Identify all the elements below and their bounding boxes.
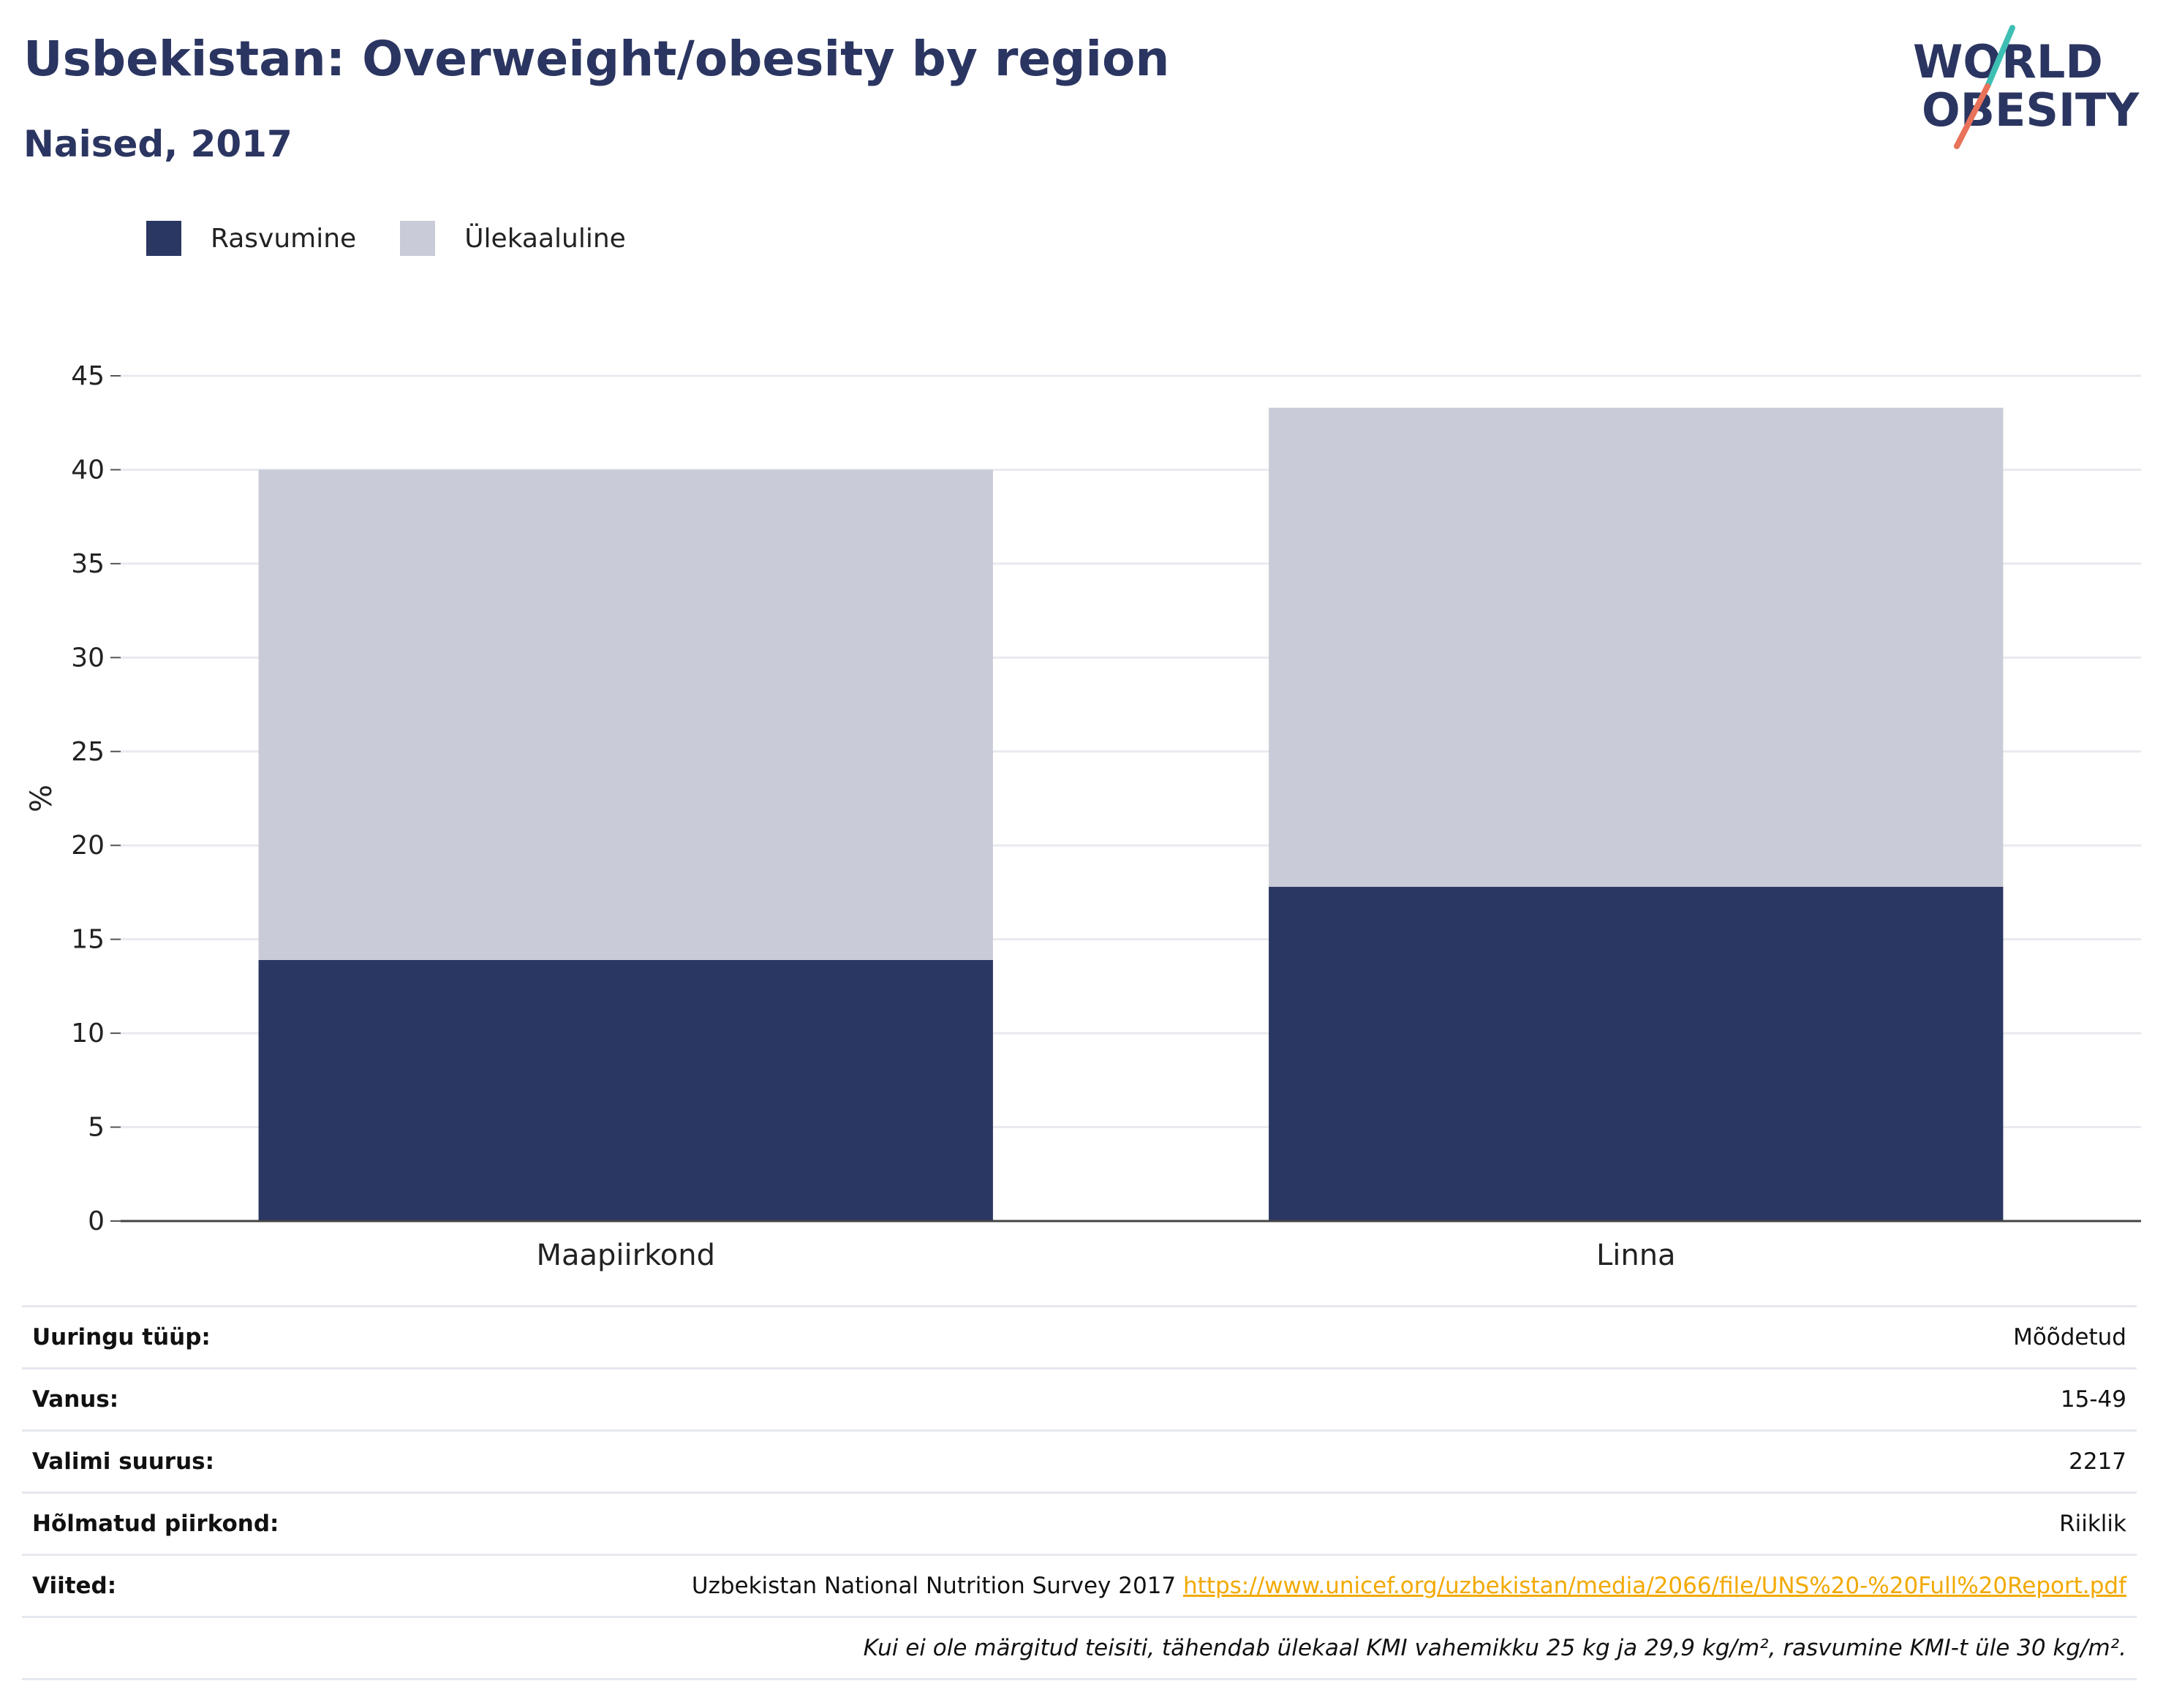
age-value: 15-49 [2060,1386,2126,1413]
logo-slash-teal [1985,25,2015,89]
bar-rasvumine-maapiirkond [258,959,993,1221]
legend-swatch-overweight [400,221,436,256]
logo-slash-coral [1954,83,1990,149]
bar-chart: 0 5 10 15 20 25 30 35 40 45% Maapiirkond Linna [25,361,2141,1272]
references-text: Uzbekistan National Nutrition Survey 201… [691,1573,1177,1599]
age-label: Vanus: [32,1386,119,1413]
area-value: Riiklik [2059,1511,2126,1537]
info-row-sample-size: Valimi suurus: 2217 [22,1429,2137,1492]
y-tick-label-25: 25 [71,737,105,767]
y-tick-label-0: 0 [88,1206,105,1236]
references-label: Viited: [32,1573,117,1599]
sample-size-value: 2217 [2069,1448,2126,1475]
legend-label-obesity: Rasvumine [211,223,357,254]
x-tick-label-maapiirkond: Maapiirkond [536,1239,715,1272]
bar-ülekaaluline-maapiirkond [258,469,993,960]
info-table: Uuringu tüüp: Mõõdetud Vanus: 15-49 Vali… [22,1305,2137,1680]
survey-type-label: Uuringu tüüp: [32,1324,211,1350]
legend-item-obesity[interactable]: Rasvumine [146,221,356,256]
area-label: Hõlmatud piirkond: [32,1511,279,1537]
info-row-references: Viited: Uzbekistan National Nutrition Su… [22,1554,2137,1616]
legend-swatch-obesity [146,221,181,256]
y-tick-label-10: 10 [71,1019,105,1048]
sample-size-label: Valimi suurus: [32,1448,214,1475]
y-tick-label-5: 5 [88,1113,105,1143]
bar-rasvumine-linna [1269,886,2004,1221]
y-tick-label-40: 40 [71,455,105,485]
x-tick-label-linna: Linna [1596,1239,1676,1272]
chart-subtitle: Naised, 2017 [23,123,292,165]
survey-type-value: Mõõdetud [2013,1324,2126,1350]
chart-title: Usbekistan: Overweight/obesity by region [23,31,1170,87]
legend-item-overweight[interactable]: Ülekaaluline [400,221,626,256]
info-row-age: Vanus: 15-49 [22,1367,2137,1429]
logo-text-obesity: OBESITY [1922,83,2140,137]
bar-ülekaaluline-linna [1269,407,2004,887]
chart-legend: Rasvumine Ülekaaluline [146,216,670,260]
world-obesity-logo: WORLD OBESITY [1913,25,2140,149]
y-tick-label-45: 45 [71,361,105,391]
y-axis-label: % [25,785,58,812]
y-tick-label-30: 30 [71,643,105,673]
info-row-area: Hõlmatud piirkond: Riiklik [22,1492,2137,1554]
y-tick-label-20: 20 [71,831,105,861]
y-tick-label-15: 15 [71,925,105,955]
info-row-survey-type: Uuringu tüüp: Mõõdetud [22,1305,2137,1367]
bmi-note: Kui ei ole märgitud teisiti, tähendab ül… [863,1635,2126,1661]
references-link[interactable]: https://www.unicef.org/uzbekistan/media/… [1183,1573,2126,1599]
y-tick-label-35: 35 [71,549,105,579]
references-value: Uzbekistan National Nutrition Survey 201… [692,1573,2126,1599]
info-row-note: Kui ei ole märgitud teisiti, tähendab ül… [22,1616,2137,1680]
legend-label-overweight: Ülekaaluline [464,223,626,254]
